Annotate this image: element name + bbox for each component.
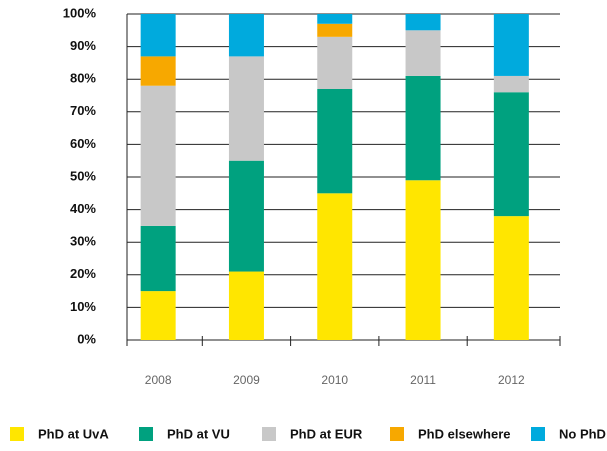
bar-segment xyxy=(140,56,176,86)
x-tick-label: 2012 xyxy=(498,373,525,387)
bar-segment xyxy=(317,36,353,89)
bar-segment xyxy=(140,85,176,226)
bar-segment xyxy=(493,92,529,217)
bar-segment xyxy=(405,180,441,340)
bar-segment xyxy=(317,193,353,340)
y-tick-label: 90% xyxy=(70,38,96,53)
legend-swatch xyxy=(531,427,545,441)
y-tick-label: 80% xyxy=(70,71,96,86)
bar-segment xyxy=(228,14,264,57)
bar-segment xyxy=(140,225,176,292)
bar-segment xyxy=(228,271,264,340)
y-tick-label: 10% xyxy=(70,299,96,314)
y-tick-label: 40% xyxy=(70,201,96,216)
bar-segment xyxy=(228,56,264,161)
legend-swatch xyxy=(139,427,153,441)
legend-swatch xyxy=(10,427,24,441)
x-tick-label: 2011 xyxy=(410,373,436,387)
y-tick-label: 0% xyxy=(77,331,96,346)
bar-segment xyxy=(493,14,529,76)
x-tick-label: 2008 xyxy=(145,373,172,387)
bar-segment xyxy=(317,88,353,194)
bar-segment xyxy=(405,14,441,31)
y-tick-label: 20% xyxy=(70,266,96,281)
bar-segment xyxy=(140,14,176,57)
legend-swatch xyxy=(390,427,404,441)
legend-swatch xyxy=(262,427,276,441)
x-tick-label: 2009 xyxy=(233,373,260,387)
y-tick-label: 50% xyxy=(70,168,96,183)
x-tick-label: 2010 xyxy=(321,373,348,387)
legend-label: PhD at UvA xyxy=(38,426,109,441)
bar-segment xyxy=(493,75,529,93)
bar-segment xyxy=(228,160,264,272)
legend-label: PhD at VU xyxy=(167,426,230,441)
y-tick-label: 70% xyxy=(70,103,96,118)
y-tick-label: 100% xyxy=(63,5,97,20)
bar-segment xyxy=(317,14,353,24)
bar-segment xyxy=(405,75,441,181)
y-tick-label: 60% xyxy=(70,136,96,151)
bar-segment xyxy=(493,216,529,340)
bar-segment xyxy=(317,23,353,37)
legend-label: No PhD xyxy=(559,426,606,441)
bar-segment xyxy=(405,30,441,76)
bar-segment xyxy=(140,291,176,340)
y-tick-label: 30% xyxy=(70,234,96,249)
legend-label: PhD at EUR xyxy=(290,426,363,441)
legend-label: PhD elsewhere xyxy=(418,426,511,441)
